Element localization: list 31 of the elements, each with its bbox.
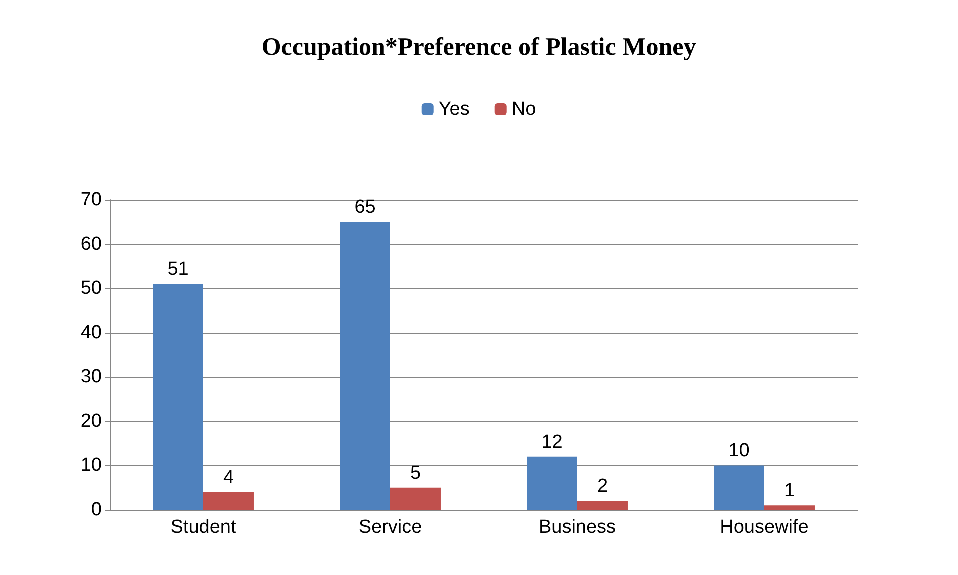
data-label: 4 [223,467,234,488]
bar [714,466,764,510]
bar [204,492,254,510]
legend-label: Yes [438,99,470,120]
bar [578,501,628,510]
x-tick-label: Business [538,517,616,538]
y-tick-label: 70 [80,190,102,210]
bar [153,284,204,510]
bar [340,222,390,510]
y-tick-label: 20 [80,410,102,432]
data-label: 65 [354,197,376,218]
y-tick-label: 60 [80,234,102,255]
y-tick-label: 50 [80,278,102,300]
data-label: 51 [168,259,189,280]
data-label: 12 [542,432,563,453]
data-label: 2 [597,476,608,498]
x-tick-label: Student [170,517,237,538]
y-tick-label: 0 [91,500,102,520]
x-tick-label: Service [358,517,422,538]
data-label: 10 [728,440,750,462]
bar [390,488,441,510]
bar [764,506,815,510]
chart-title: Occupation*Preference of Plastic Money [262,34,697,61]
bar [527,456,578,510]
y-tick-label: 30 [80,366,102,388]
data-label: 1 [784,480,796,502]
y-tick-label: 10 [80,455,102,476]
legend-label: No [512,99,536,120]
y-tick-label: 40 [80,322,102,344]
x-tick-label: Housewife [720,517,809,538]
data-label: 5 [410,462,422,484]
